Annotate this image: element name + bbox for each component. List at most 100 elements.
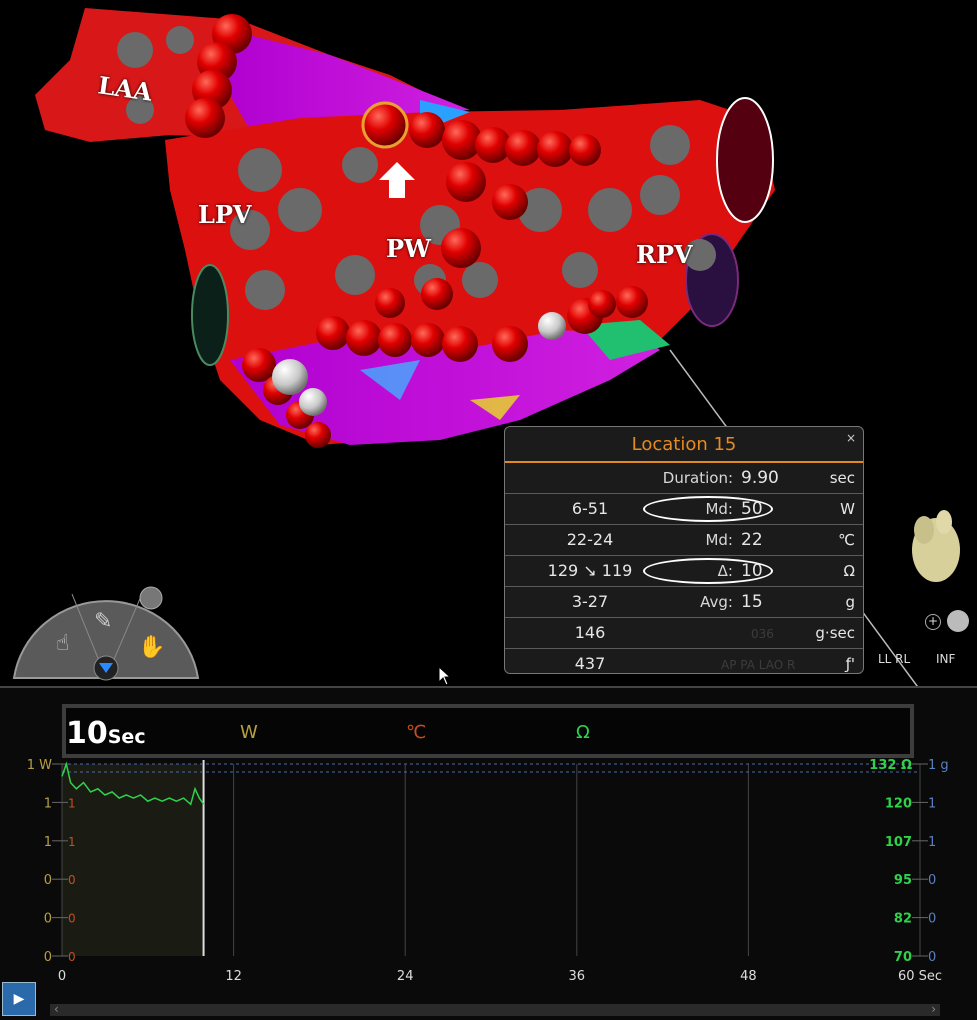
colorful-region-2 bbox=[580, 320, 670, 360]
ablation-window bbox=[62, 764, 204, 956]
y-tick-label-impedance: 120 bbox=[885, 796, 912, 811]
atrial-3d-map[interactable] bbox=[0, 0, 977, 690]
y-tick-label-impedance: 95 bbox=[894, 873, 912, 888]
y-tick-label-temperature: 1 bbox=[68, 835, 76, 849]
x-tick-label: 48 bbox=[740, 969, 757, 984]
hand-grab-icon[interactable]: ✋ bbox=[138, 634, 165, 660]
ablation-tags bbox=[185, 14, 648, 448]
heart-orientation-icon[interactable] bbox=[900, 500, 972, 590]
y-tick-label-temperature: 1 bbox=[68, 796, 76, 810]
close-icon[interactable]: × bbox=[845, 431, 856, 445]
inferior-purple-region bbox=[230, 330, 660, 445]
x-tick-label: 60 Sec bbox=[898, 969, 942, 984]
row-range: 129 ↘ 119 bbox=[547, 561, 633, 580]
label-rpv: RPV bbox=[636, 240, 693, 269]
row-value: 22 bbox=[741, 530, 763, 550]
rpv-ostium bbox=[716, 97, 774, 223]
location-popup: Location 15 × Duration: 9.90 sec 6-51 Md… bbox=[504, 426, 864, 674]
magic-wand-icon[interactable]: ✎ bbox=[94, 609, 112, 634]
y-tick-label-power: 0 bbox=[44, 950, 52, 965]
row-label: Md: bbox=[705, 531, 733, 549]
legend-time-window[interactable]: 10Sec bbox=[66, 716, 146, 751]
y-tick-label-impedance: 107 bbox=[885, 835, 912, 850]
row-range: 6-51 bbox=[571, 499, 609, 518]
x-tick-label: 12 bbox=[225, 969, 242, 984]
row-value: 10 bbox=[741, 561, 763, 581]
laa-purple-region bbox=[220, 28, 470, 130]
globe-icon[interactable] bbox=[947, 610, 969, 632]
zoom-plus-icon[interactable]: + bbox=[925, 614, 941, 630]
arrow-up-icon bbox=[379, 162, 415, 198]
time-window-value: 10 bbox=[66, 716, 108, 751]
row-value: 9.90 bbox=[741, 468, 779, 488]
y-tick-label-force: 1 g bbox=[928, 758, 949, 773]
lpv-ostium bbox=[191, 264, 229, 366]
gray-patches bbox=[117, 26, 716, 310]
y-tick-label-temperature: 0 bbox=[68, 912, 76, 926]
row-value: 50 bbox=[741, 499, 763, 519]
highlight-oval bbox=[643, 496, 773, 522]
popup-title: Location 15 bbox=[631, 434, 737, 455]
highlight-oval bbox=[643, 558, 773, 584]
y-tick-label-impedance: 132 Ω bbox=[869, 758, 912, 773]
row-label: Duration: bbox=[662, 469, 733, 487]
row-range: 22-24 bbox=[566, 530, 614, 549]
row-unit: sec bbox=[829, 469, 855, 487]
y-tick-label-power: 1 bbox=[44, 835, 52, 850]
popup-row-ablation-index: 437 AP PA LAO R ƒ' bbox=[505, 649, 863, 679]
row-unit: g·sec bbox=[815, 624, 855, 642]
scroll-right-icon[interactable]: › bbox=[931, 1002, 936, 1016]
x-tick-label: 36 bbox=[569, 969, 586, 984]
colorful-region-4 bbox=[470, 395, 520, 420]
impedance-series-line bbox=[61, 761, 205, 806]
row-unit: ƒ' bbox=[845, 655, 855, 673]
popup-row-duration: Duration: 9.90 sec bbox=[505, 463, 863, 494]
view-inf[interactable]: INF bbox=[936, 652, 956, 666]
settings-knob-icon[interactable] bbox=[139, 586, 163, 610]
ghost-text: 036 bbox=[751, 627, 774, 641]
selected-tag-location-15[interactable] bbox=[361, 101, 409, 149]
row-range: 437 bbox=[574, 654, 606, 673]
popup-row-temperature: 22-24 Md: 22 ℃ bbox=[505, 525, 863, 556]
y-tick-label-force: 0 bbox=[928, 873, 936, 888]
play-button[interactable]: ▶ bbox=[2, 982, 36, 1016]
scroll-left-icon[interactable]: ‹ bbox=[54, 1002, 59, 1016]
label-lpv: LPV bbox=[198, 200, 252, 229]
row-label: Avg: bbox=[700, 593, 733, 611]
row-label: Md: bbox=[705, 500, 733, 518]
row-value: 15 bbox=[741, 592, 763, 612]
y-tick-label-temperature: 0 bbox=[68, 873, 76, 887]
y-tick-label-force: 0 bbox=[928, 912, 936, 927]
timeline-scrollbar[interactable]: ‹ › bbox=[50, 1002, 940, 1016]
popup-row-power: 6-51 Md: 50 W bbox=[505, 494, 863, 525]
row-range: 3-27 bbox=[571, 592, 609, 611]
label-pw: PW bbox=[386, 234, 431, 263]
y-tick-label-power: 1 bbox=[44, 796, 52, 811]
y-tick-label-force: 1 bbox=[928, 835, 936, 850]
view-ll-rl[interactable]: LL RL bbox=[878, 652, 911, 666]
row-unit: g bbox=[845, 593, 855, 611]
popup-row-force: 3-27 Avg: 15 g bbox=[505, 587, 863, 618]
legend-impedance[interactable]: Ω bbox=[576, 722, 590, 743]
navigation-control[interactable]: ☝ ✎ ✋ bbox=[12, 584, 202, 684]
y-tick-label-force: 1 bbox=[928, 796, 936, 811]
popup-row-fti: 146 036 g·sec bbox=[505, 618, 863, 649]
hand-point-icon[interactable]: ☝ bbox=[56, 631, 69, 656]
y-tick-label-power: 0 bbox=[44, 912, 52, 927]
x-tick-label: 24 bbox=[397, 969, 414, 984]
y-tick-label-impedance: 82 bbox=[894, 912, 912, 927]
legend-power[interactable]: W bbox=[240, 722, 258, 743]
time-window-unit: Sec bbox=[107, 726, 146, 748]
legend-temperature[interactable]: ℃ bbox=[406, 722, 427, 743]
x-tick-label: 0 bbox=[58, 969, 66, 984]
row-range: 146 bbox=[574, 623, 606, 642]
y-tick-label-impedance: 70 bbox=[894, 950, 912, 965]
y-tick-label-power: 1 W bbox=[27, 758, 52, 773]
ghost-text: AP PA LAO R bbox=[721, 658, 796, 672]
row-unit: ℃ bbox=[838, 531, 855, 549]
mouse-cursor-icon bbox=[438, 666, 452, 686]
y-tick-label-power: 0 bbox=[44, 873, 52, 888]
row-unit: Ω bbox=[843, 562, 855, 580]
row-unit: W bbox=[840, 500, 855, 518]
